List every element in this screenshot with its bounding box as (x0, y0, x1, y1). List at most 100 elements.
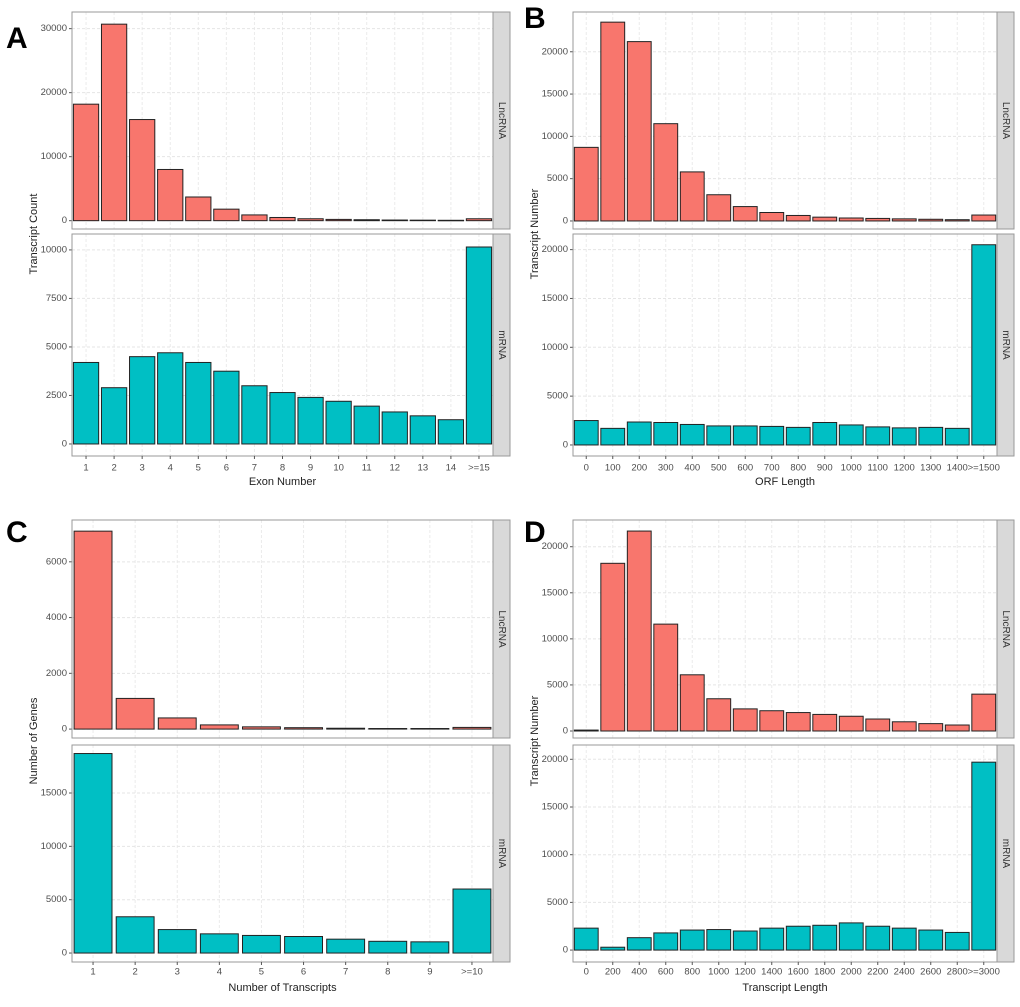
bar (706, 698, 732, 732)
facet-label: mRNA (1000, 330, 1011, 360)
bar (838, 424, 864, 446)
x-tick-label: 600 (737, 463, 753, 474)
bar (918, 929, 944, 951)
y-tick-label: 15000 (542, 89, 568, 100)
bar (653, 623, 679, 732)
facet-label: LncRNA (496, 102, 507, 140)
x-tick-label: 3 (175, 967, 180, 978)
x-axis-title: ORF Length (755, 476, 815, 488)
x-tick-label: 11 (362, 463, 372, 474)
y-tick-label: 20000 (542, 754, 568, 765)
y-tick-label: 10000 (542, 342, 568, 353)
facet-strip (996, 519, 1015, 739)
y-tick-label: 0 (563, 945, 568, 956)
facet-strip (492, 233, 511, 457)
bar (157, 352, 184, 445)
x-tick-label: 6 (224, 463, 229, 474)
x-tick-label: 4 (217, 967, 222, 978)
y-tick-label: 5000 (46, 341, 67, 352)
bar (199, 933, 239, 954)
bar (129, 119, 156, 222)
x-tick-label: 1800 (814, 967, 835, 978)
bar (437, 419, 465, 445)
x-tick-label: 1100 (868, 463, 888, 474)
bar (944, 724, 970, 732)
facet-strip (492, 744, 511, 963)
x-tick-label: >=10 (461, 967, 483, 978)
bar (573, 927, 599, 951)
x-axis-title: Exon Number (249, 476, 317, 488)
bar (452, 888, 492, 954)
bar (284, 936, 323, 954)
facet-label: mRNA (496, 839, 507, 869)
x-tick-label: 600 (658, 967, 674, 978)
y-tick-label: 0 (62, 215, 67, 226)
x-tick-label: 1200 (894, 463, 915, 474)
x-tick-label: 9 (427, 967, 432, 978)
x-tick-label: 700 (764, 463, 780, 474)
bar (284, 727, 323, 730)
y-tick-label: 0 (563, 439, 568, 450)
facet-strip (996, 11, 1015, 230)
bar (157, 168, 184, 222)
facet-label: LncRNA (1000, 610, 1011, 648)
bar (759, 927, 785, 951)
bar (326, 727, 366, 730)
bar (381, 411, 408, 445)
bar (865, 925, 891, 951)
bar (325, 400, 352, 445)
bar (269, 392, 296, 445)
bar (679, 674, 705, 732)
x-tick-label: 1 (90, 967, 95, 978)
x-tick-label: 10 (333, 463, 344, 474)
panel-letter: C (6, 516, 28, 549)
bar (437, 219, 465, 222)
x-axis-title: Number of Transcripts (228, 982, 337, 994)
x-tick-label: 0 (584, 463, 589, 474)
x-tick-label: 1 (83, 463, 88, 474)
bar (626, 41, 652, 222)
bar (838, 715, 864, 732)
bar (409, 219, 436, 222)
bar (865, 718, 891, 732)
bar (410, 941, 450, 954)
facet-label: mRNA (1000, 839, 1011, 869)
bar (732, 930, 758, 951)
bar (706, 194, 732, 222)
y-tick-label: 15000 (542, 293, 568, 304)
y-axis-title: Transcript Count (28, 194, 40, 275)
bar (732, 206, 758, 222)
y-tick-label: 2000 (46, 668, 67, 679)
bar (573, 420, 599, 446)
bar (812, 713, 838, 732)
x-tick-label: 7 (343, 967, 348, 978)
bar (971, 761, 997, 951)
x-tick-label: 300 (658, 463, 674, 474)
y-tick-label: 4000 (46, 612, 67, 623)
y-tick-label: 15000 (542, 802, 568, 813)
y-tick-label: 5000 (547, 391, 568, 402)
bar (452, 726, 492, 730)
y-tick-label: 15000 (41, 788, 67, 799)
x-tick-label: 2 (133, 967, 138, 978)
bar (72, 361, 100, 445)
x-tick-label: 1400 (761, 967, 782, 978)
x-tick-label: 2600 (920, 967, 941, 978)
x-tick-label: 1600 (788, 967, 809, 978)
bar (269, 216, 296, 222)
y-tick-label: 10000 (41, 244, 67, 255)
bar (242, 934, 281, 954)
bar (297, 396, 324, 445)
x-tick-label: 400 (684, 463, 700, 474)
facet-strip (492, 11, 511, 230)
bar (653, 932, 679, 951)
bar (600, 427, 626, 446)
y-tick-label: 0 (62, 724, 67, 735)
x-tick-label: 2 (111, 463, 116, 474)
plot-background (573, 234, 997, 456)
facet-label: LncRNA (496, 610, 507, 648)
y-tick-label: 10000 (542, 849, 568, 860)
bar (626, 530, 652, 732)
x-axis-title: Transcript Length (742, 982, 827, 994)
bar (679, 423, 705, 446)
